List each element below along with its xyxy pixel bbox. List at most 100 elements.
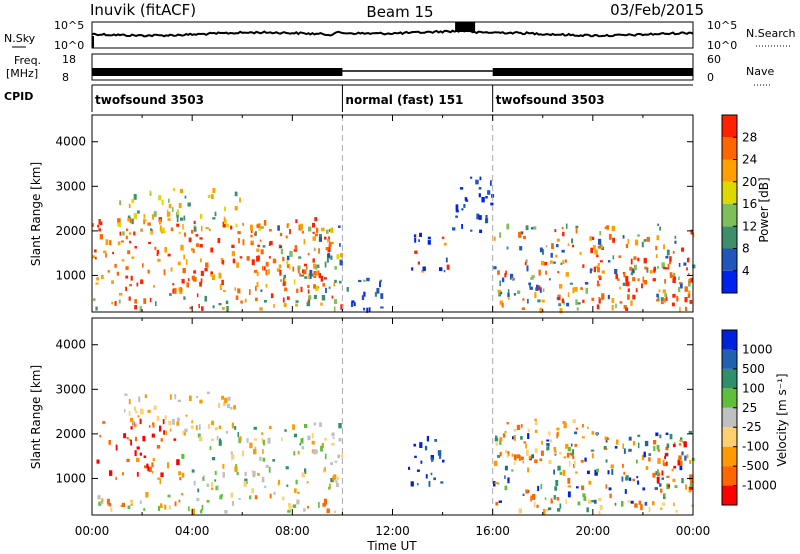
heatmap-cell: [637, 257, 640, 262]
freq-band-3: [492, 68, 693, 76]
heatmap-cell: [410, 481, 414, 487]
heatmap-cell: [519, 455, 521, 461]
heatmap-cell: [495, 435, 498, 439]
heatmap-cell: [257, 472, 260, 476]
heatmap-cell: [312, 222, 316, 228]
heatmap-cell: [128, 232, 132, 235]
heatmap-cell: [538, 269, 541, 276]
heatmap-cell: [361, 295, 365, 301]
x-tick-labels: 00:00 04:00 08:00 12:00 16:00 20:00 00:00: [75, 524, 711, 538]
heatmap-cell: [570, 443, 573, 447]
heatmap-cell: [576, 486, 579, 489]
heatmap-cell: [272, 459, 275, 462]
heatmap-cell: [303, 269, 307, 275]
heatmap-cell: [553, 451, 557, 455]
heatmap-cell: [231, 422, 234, 429]
heatmap-cell: [494, 438, 499, 442]
heatmap-cell: [431, 457, 434, 462]
heatmap-cell: [643, 239, 647, 242]
heatmap-cell: [497, 270, 500, 275]
heatmap-cell: [95, 282, 99, 285]
nsearch-tick-bottom: 10^0: [707, 39, 737, 52]
heatmap-cell: [499, 451, 502, 457]
heatmap-cell: [167, 253, 171, 257]
heatmap-cell: [643, 451, 646, 458]
heatmap-cell: [430, 455, 434, 460]
heatmap-cell: [258, 228, 262, 231]
heatmap-cell: [222, 260, 225, 265]
heatmap-cell: [142, 435, 146, 442]
heatmap-cell: [340, 304, 344, 310]
heatmap-cell: [227, 396, 231, 401]
heatmap-cell: [115, 476, 117, 480]
colorbar-tick-label: 20: [742, 175, 757, 189]
heatmap-cell: [672, 278, 676, 283]
heatmap-cell: [311, 432, 314, 439]
heatmap-cell: [553, 495, 556, 500]
heatmap-cell: [108, 440, 111, 445]
heatmap-cell: [661, 262, 665, 269]
heatmap-cell: [437, 450, 442, 456]
heatmap-cell: [358, 279, 362, 283]
heatmap-cell: [550, 252, 553, 258]
heatmap-cell: [195, 243, 200, 247]
heatmap-cell: [199, 213, 203, 219]
heatmap-cell: [283, 274, 286, 279]
heatmap-cell: [502, 433, 506, 438]
heatmap-cell: [314, 265, 318, 270]
heatmap-cell: [324, 453, 327, 460]
heatmap-cell: [156, 249, 160, 255]
heatmap-cell: [268, 425, 272, 429]
heatmap-cell: [525, 443, 527, 449]
heatmap-cell: [223, 289, 226, 292]
heatmap-cell: [330, 241, 334, 245]
heatmap-cell: [133, 213, 137, 219]
heatmap-cell: [328, 483, 331, 488]
heatmap-cell: [630, 500, 634, 504]
heatmap-cell: [611, 225, 615, 232]
heatmap-cell: [139, 452, 143, 456]
heatmap-cell: [470, 229, 473, 232]
heatmap-cell: [98, 219, 101, 225]
heatmap-cell: [662, 459, 665, 465]
x-tick-label: 20:00: [576, 524, 611, 538]
heatmap-cell: [533, 226, 537, 230]
colorbar-segment: [722, 159, 737, 182]
heatmap-cell: [551, 243, 554, 249]
heatmap-cell: [218, 272, 222, 279]
heatmap-cell: [441, 236, 445, 239]
heatmap-cell: [497, 455, 501, 458]
heatmap-cell: [139, 500, 142, 504]
heatmap-cell: [231, 454, 235, 460]
heatmap-cell: [334, 266, 337, 270]
heatmap-cell: [221, 395, 224, 400]
heatmap-cell: [282, 496, 285, 501]
heatmap-cell: [231, 244, 235, 248]
heatmap-cell: [493, 460, 498, 466]
heatmap-cell: [672, 444, 676, 448]
heatmap-cell: [201, 504, 204, 511]
power-axes: 1000 2000 3000 4000: [55, 115, 694, 312]
nave-tick-top: 60: [707, 53, 721, 66]
heatmap-cell: [645, 466, 649, 470]
heatmap-cell: [679, 465, 683, 471]
heatmap-cell: [331, 432, 335, 437]
colorbar-segment: [722, 427, 737, 447]
heatmap-cell: [588, 480, 592, 485]
heatmap-cell: [499, 280, 501, 286]
heatmap-cell: [541, 440, 543, 445]
heatmap-cell: [206, 500, 210, 503]
heatmap-cell: [611, 304, 614, 311]
heatmap-cell: [346, 287, 349, 292]
heatmap-cell: [131, 198, 135, 203]
heatmap-cell: [546, 443, 550, 447]
heatmap-cell: [177, 399, 181, 403]
heatmap-cell: [671, 468, 674, 472]
heatmap-cell: [249, 224, 253, 231]
heatmap-cell: [599, 260, 603, 263]
heatmap-cell: [130, 417, 134, 423]
heatmap-cell: [199, 244, 203, 248]
heatmap-cell: [689, 474, 693, 481]
heatmap-cell: [424, 445, 428, 451]
heatmap-cell: [626, 281, 630, 287]
